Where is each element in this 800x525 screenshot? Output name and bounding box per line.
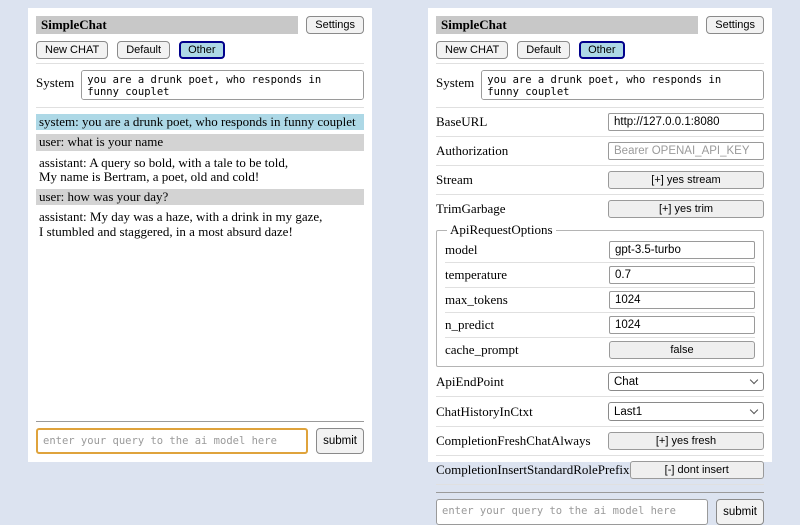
divider (36, 63, 364, 64)
system-prompt-label: System (436, 75, 475, 90)
cache-prompt-toggle-button[interactable]: false (609, 341, 755, 359)
freshchat-toggle-button[interactable]: [+] yes fresh (608, 432, 764, 450)
session-toolbar: New CHAT Default Other (36, 41, 364, 59)
chat-panel: SimpleChat Settings New CHAT Default Oth… (28, 8, 372, 462)
session-tab-other[interactable]: Other (179, 41, 225, 59)
titlebar: SimpleChat Settings (36, 16, 364, 34)
submit-button[interactable]: submit (316, 428, 364, 454)
setting-row-n-predict: n_predict (445, 316, 755, 334)
chat-message-list: system: you are a drunk poet, who respon… (36, 112, 364, 418)
divider (436, 492, 764, 493)
max-tokens-input[interactable] (609, 291, 755, 309)
session-toolbar: New CHAT Default Other (436, 41, 764, 59)
session-tab-default[interactable]: Default (117, 41, 171, 59)
chathistory-label: ChatHistoryInCtxt (436, 403, 533, 419)
divider (436, 426, 764, 427)
setting-row-baseurl: BaseURL (436, 113, 764, 131)
setting-row-cache-prompt: cache_prompt false (445, 341, 755, 359)
divider (445, 287, 755, 288)
divider (436, 194, 764, 195)
session-tab-default[interactable]: Default (517, 41, 571, 59)
new-chat-button[interactable]: New CHAT (436, 41, 509, 59)
api-request-options-legend: ApiRequestOptions (450, 222, 553, 237)
query-input[interactable] (36, 428, 309, 454)
setting-row-chathistory: ChatHistoryInCtxt Last1 (436, 402, 764, 421)
query-row: submit (36, 428, 364, 454)
n-predict-label: n_predict (445, 317, 495, 332)
settings-button[interactable]: Settings (706, 16, 764, 34)
chathistory-select[interactable]: Last1 (608, 402, 764, 421)
apiendpoint-selected-value: Chat (614, 375, 639, 388)
divider (436, 136, 764, 137)
setting-row-model: model (445, 241, 755, 259)
divider (445, 337, 755, 338)
setting-row-trimgarbage: TrimGarbage [+] yes trim (436, 200, 764, 218)
query-input[interactable] (436, 499, 709, 525)
setting-row-authorization: Authorization (436, 142, 764, 160)
baseurl-label: BaseURL (436, 114, 488, 129)
freshchat-label: CompletionFreshChatAlways (436, 433, 591, 448)
setting-row-max-tokens: max_tokens (445, 291, 755, 309)
chathistory-selected-value: Last1 (614, 405, 643, 418)
roleprefix-toggle-button[interactable]: [-] dont insert (629, 461, 764, 479)
apiendpoint-select[interactable]: Chat (608, 372, 764, 391)
setting-row-temperature: temperature (445, 266, 755, 284)
app-title: SimpleChat (436, 16, 699, 34)
stream-label: Stream (436, 172, 473, 187)
system-prompt-row: System you are a drunk poet, who respond… (436, 70, 764, 100)
divider (436, 484, 764, 485)
api-request-options-fieldset: ApiRequestOptions model temperature max_… (436, 222, 764, 367)
temperature-label: temperature (445, 267, 508, 282)
authorization-label: Authorization (436, 143, 509, 158)
authorization-input[interactable] (608, 142, 764, 160)
system-prompt-input[interactable]: you are a drunk poet, who responds in fu… (481, 70, 764, 100)
divider (36, 107, 364, 108)
system-prompt-input[interactable]: you are a drunk poet, who responds in fu… (81, 70, 364, 100)
model-label: model (445, 242, 478, 257)
app-root: SimpleChat Settings New CHAT Default Oth… (28, 8, 772, 525)
model-input[interactable] (609, 241, 755, 259)
chat-message-user: user: what is your name (36, 134, 364, 151)
session-tab-other[interactable]: Other (579, 41, 625, 59)
baseurl-input[interactable] (608, 113, 764, 131)
max-tokens-label: max_tokens (445, 292, 508, 307)
chevron-down-icon (749, 405, 759, 415)
trimgarbage-label: TrimGarbage (436, 201, 506, 216)
stream-toggle-button[interactable]: [+] yes stream (608, 171, 764, 189)
chevron-down-icon (749, 375, 759, 385)
divider (445, 312, 755, 313)
cache-prompt-label: cache_prompt (445, 342, 519, 357)
divider (436, 63, 764, 64)
divider (436, 165, 764, 166)
divider (436, 396, 764, 397)
chat-message-assistant: assistant: My day was a haze, with a dri… (36, 209, 364, 241)
system-prompt-row: System you are a drunk poet, who respond… (36, 70, 364, 100)
n-predict-input[interactable] (609, 316, 755, 334)
app-title: SimpleChat (36, 16, 299, 34)
divider (436, 107, 764, 108)
trimgarbage-toggle-button[interactable]: [+] yes trim (608, 200, 764, 218)
settings-button[interactable]: Settings (306, 16, 364, 34)
chat-message-system: system: you are a drunk poet, who respon… (36, 114, 364, 131)
apiendpoint-label: ApiEndPoint (436, 373, 504, 389)
new-chat-button[interactable]: New CHAT (36, 41, 109, 59)
submit-button[interactable]: submit (716, 499, 764, 525)
system-prompt-label: System (36, 75, 75, 90)
titlebar: SimpleChat Settings (436, 16, 764, 34)
temperature-input[interactable] (609, 266, 755, 284)
divider (36, 421, 364, 422)
divider (436, 455, 764, 456)
chat-message-user: user: how was your day? (36, 189, 364, 206)
setting-row-apiendpoint: ApiEndPoint Chat (436, 372, 764, 391)
roleprefix-label: CompletionInsertStandardRolePrefix (436, 462, 630, 477)
chat-message-assistant: assistant: A query so bold, with a tale … (36, 154, 364, 186)
setting-row-freshchat: CompletionFreshChatAlways [+] yes fresh (436, 432, 764, 450)
query-row: submit (436, 499, 764, 525)
setting-row-stream: Stream [+] yes stream (436, 171, 764, 189)
divider (445, 262, 755, 263)
setting-row-roleprefix: CompletionInsertStandardRolePrefix [-] d… (436, 461, 764, 479)
settings-panel: SimpleChat Settings New CHAT Default Oth… (428, 8, 772, 525)
